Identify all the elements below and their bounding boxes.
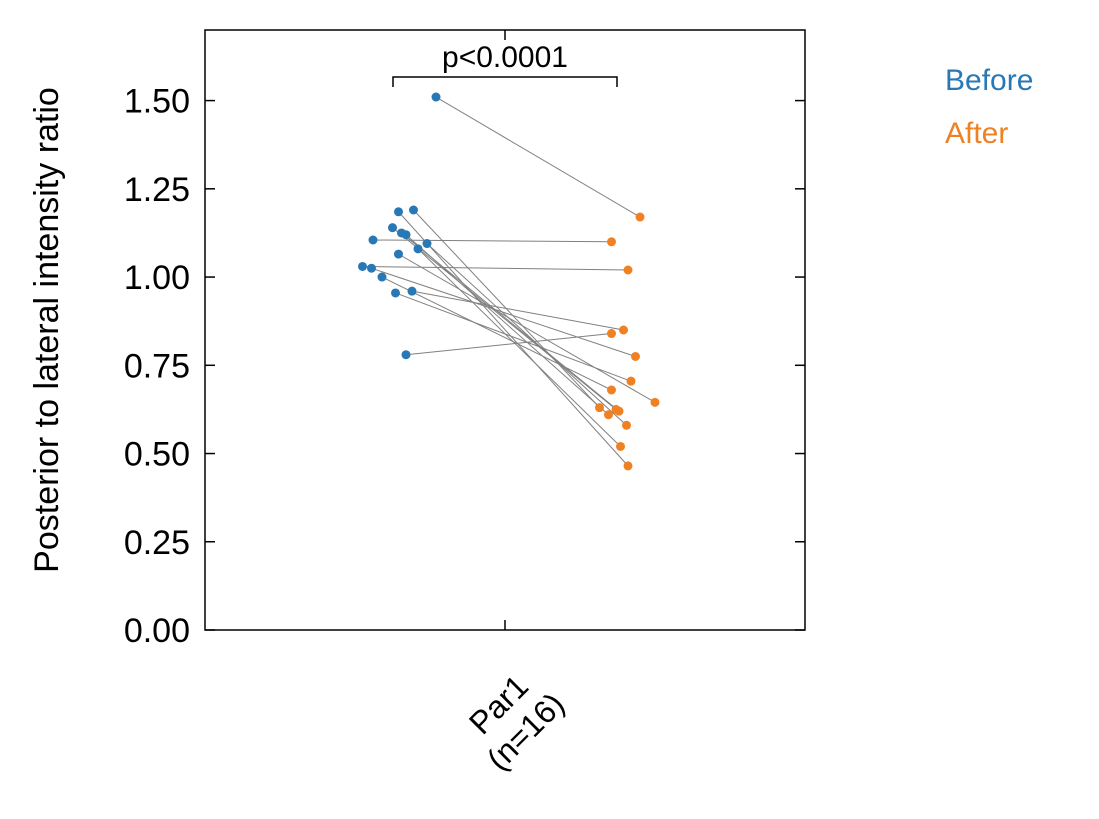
y-tick-label: 1.25: [124, 171, 190, 209]
after-point: [622, 420, 631, 430]
before-point: [407, 286, 417, 296]
after-point: [614, 406, 624, 416]
after-point: [607, 385, 616, 395]
pair-connector-line: [362, 265, 629, 271]
pair-connector-line: [395, 292, 632, 382]
before-point: [358, 261, 367, 271]
y-tick-label: 1.00: [124, 259, 190, 297]
pair-connector-line: [411, 290, 624, 331]
after-point: [619, 325, 628, 335]
before-point: [394, 207, 403, 217]
after-point: [631, 351, 640, 361]
y-axis-ticks: 0.00 0.25 0.50 0.75 1.00 1.25 1.50: [124, 83, 805, 650]
before-point: [377, 272, 387, 282]
y-tick-label: 0.75: [124, 347, 190, 385]
before-point: [401, 230, 411, 240]
y-tick-label: 0.50: [124, 436, 190, 474]
before-point: [431, 92, 441, 102]
pair-connector-line: [435, 96, 641, 218]
pair-connector-group: [362, 96, 656, 467]
legend-after: After: [945, 117, 1008, 150]
pair-connector-line: [426, 243, 627, 426]
before-point: [394, 249, 403, 259]
before-point: [388, 223, 397, 233]
legend-before: Before: [945, 64, 1033, 97]
y-axis-label: Posterior to lateral intensity ratio: [28, 87, 66, 573]
after-point: [595, 403, 604, 413]
after-point: [604, 410, 613, 420]
pair-connector-line: [417, 248, 621, 447]
pair-connector-line: [398, 211, 629, 467]
y-tick-label: 1.50: [124, 83, 190, 121]
after-point: [623, 265, 633, 275]
before-point: [409, 205, 418, 215]
after-point: [607, 237, 616, 247]
y-tick-label: 0.00: [124, 612, 190, 650]
after-point: [635, 212, 645, 222]
pair-connector-line: [372, 239, 612, 243]
x-tick-label: Par1 (n=16): [462, 668, 571, 777]
before-point: [413, 244, 423, 254]
pair-connector-line: [392, 227, 617, 410]
pair-connector-line: [371, 267, 636, 357]
pair-connector-line: [398, 253, 656, 403]
after-point: [616, 441, 625, 451]
after-point: [626, 376, 636, 386]
before-point: [367, 263, 376, 273]
pair-connector-line: [405, 333, 612, 356]
before-point: [368, 235, 378, 245]
pair-connector-line: [405, 234, 609, 416]
before-point: [422, 239, 432, 249]
after-point: [623, 461, 633, 471]
after-point: [607, 329, 616, 339]
before-point: [391, 288, 400, 298]
after-point: [650, 397, 660, 407]
data-point-group: [358, 92, 660, 471]
pair-connector-line: [381, 276, 612, 391]
before-point: [401, 350, 411, 360]
y-tick-label: 0.25: [124, 524, 190, 562]
significance-bracket: [392, 76, 618, 87]
significance-label: p<0.0001: [442, 41, 568, 74]
